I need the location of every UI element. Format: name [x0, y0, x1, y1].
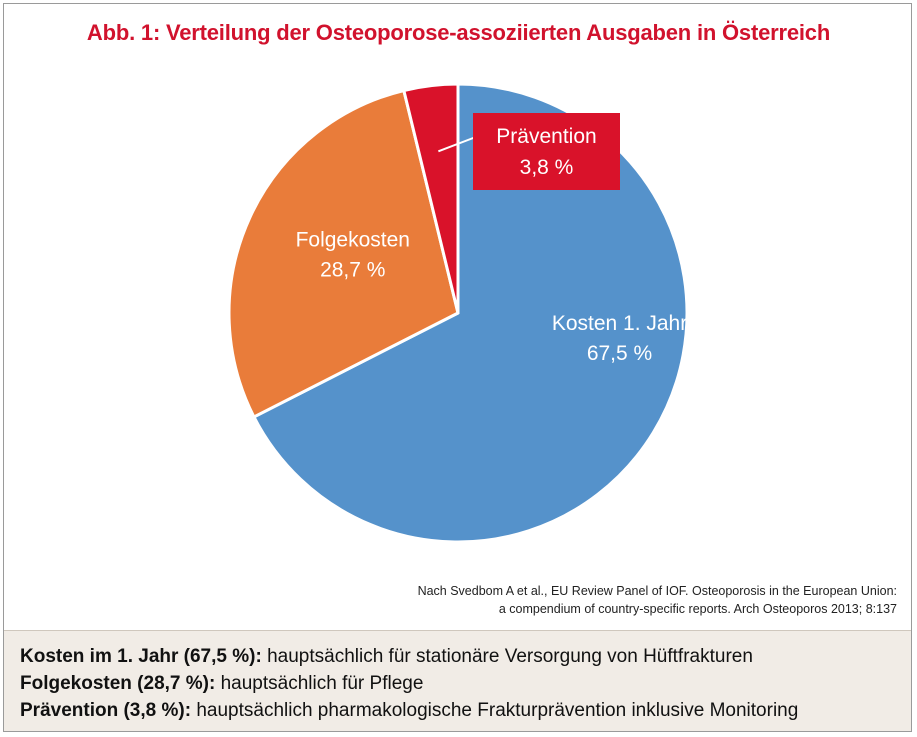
source-line-1: Nach Svedbom A et al., EU Review Panel o…: [417, 584, 897, 598]
slice-label-folgekosten-name: Folgekosten: [296, 228, 410, 251]
legend-text: hauptsächlich pharmakologische Frakturpr…: [191, 700, 799, 721]
pie-chart: Kosten 1. Jahr 67,5 % Folgekosten 28,7 % Prä…: [227, 82, 689, 544]
slice-label-kosten-1-jahr-name: Kosten 1. Jahr: [552, 312, 687, 335]
legend-text: hauptsächlich für Pflege: [215, 673, 424, 694]
slice-label-praevention-name: Prävention: [496, 125, 596, 148]
legend-label: Kosten im 1. Jahr (67,5 %):: [20, 646, 262, 667]
figure-frame: Abb. 1: Verteilung der Osteoporose-assoz…: [3, 3, 912, 732]
slice-label-praevention-value: 3,8 %: [520, 156, 574, 179]
legend-row-praevention: Prävention (3,8 %): hauptsächlich pharma…: [20, 697, 911, 724]
pie-slice-folgekosten: [227, 88, 460, 419]
source-citation: Nach Svedbom A et al., EU Review Panel o…: [297, 582, 897, 618]
pie-slice-prävention: [402, 82, 460, 315]
legend-text: hauptsächlich für stationäre Versorgung …: [261, 646, 753, 667]
chart-title: Abb. 1: Verteilung der Osteoporose-assoz…: [86, 20, 831, 45]
legend-label: Folgekosten (28,7 %):: [20, 673, 216, 694]
legend-row-folgekosten: Folgekosten (28,7 %): hauptsächlich für …: [20, 670, 911, 697]
legend-row-kosten-1-jahr: Kosten im 1. Jahr (67,5 %): hauptsächlic…: [20, 643, 911, 670]
slice-label-kosten-1-jahr-value: 67,5 %: [587, 342, 652, 365]
source-line-2: a compendium of country-specific reports…: [498, 602, 897, 616]
callout-box-praevention: [473, 113, 620, 190]
legend-box: Kosten im 1. Jahr (67,5 %): hauptsächlic…: [4, 630, 911, 731]
slice-label-folgekosten-value: 28,7 %: [320, 258, 385, 281]
legend-label: Prävention (3,8 %):: [20, 700, 192, 721]
